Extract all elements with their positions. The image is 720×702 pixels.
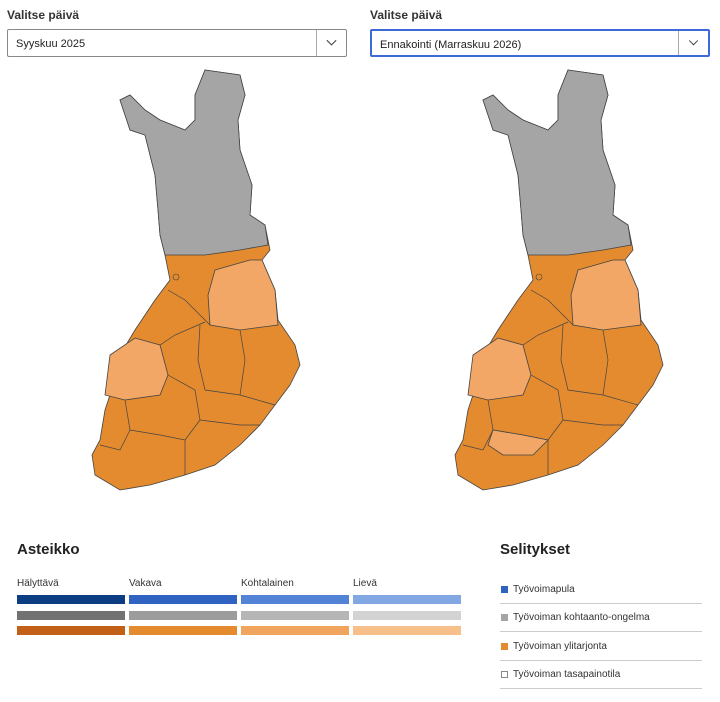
scale-bar (353, 595, 461, 604)
divider (500, 603, 702, 604)
date-select[interactable]: Ennakointi (Marraskuu 2026) (370, 29, 710, 57)
chevron (316, 30, 337, 56)
scale-bar (353, 611, 461, 620)
scale-bar (353, 626, 461, 635)
legend-swatch (501, 671, 508, 678)
select-value: Ennakointi (Marraskuu 2026) (380, 39, 522, 51)
scale-level: Lievä (353, 578, 377, 589)
filter-label: Valitse päivä (7, 8, 80, 22)
scale-title: Asteikko (17, 541, 80, 558)
scale-level: Hälyttävä (17, 578, 59, 589)
legend-item: Työvoiman kohtaanto-ongelma (513, 612, 650, 623)
legend-item: Työvoimapula (513, 584, 575, 595)
filter-label: Valitse päivä (370, 8, 443, 22)
scale-bar (129, 611, 237, 620)
finland-map (91, 69, 301, 491)
scale-bar (17, 611, 125, 620)
legend-item: Työvoiman ylitarjonta (513, 641, 607, 652)
chevron (678, 31, 699, 55)
select-value: Syyskuu 2025 (16, 38, 86, 50)
scale-level: Vakava (129, 578, 162, 589)
legend-swatch (501, 614, 508, 621)
scale-bar (129, 595, 237, 604)
scale-bar (241, 595, 349, 604)
divider (500, 631, 702, 632)
scale-bar (129, 626, 237, 635)
legend-title: Selitykset (500, 541, 571, 558)
scale-level: Kohtalainen (241, 578, 294, 589)
legend-swatch (501, 586, 508, 593)
legend-swatch (501, 643, 508, 650)
scale-bar (17, 595, 125, 604)
divider (500, 688, 702, 689)
date-select[interactable]: Syyskuu 2025 (7, 29, 347, 57)
divider (500, 660, 702, 661)
scale-bar (241, 626, 349, 635)
finland-map (454, 69, 664, 491)
scale-bar (241, 611, 349, 620)
region (487, 429, 549, 456)
legend-item: Työvoiman tasapainotila (513, 669, 621, 680)
scale-bar (17, 626, 125, 635)
